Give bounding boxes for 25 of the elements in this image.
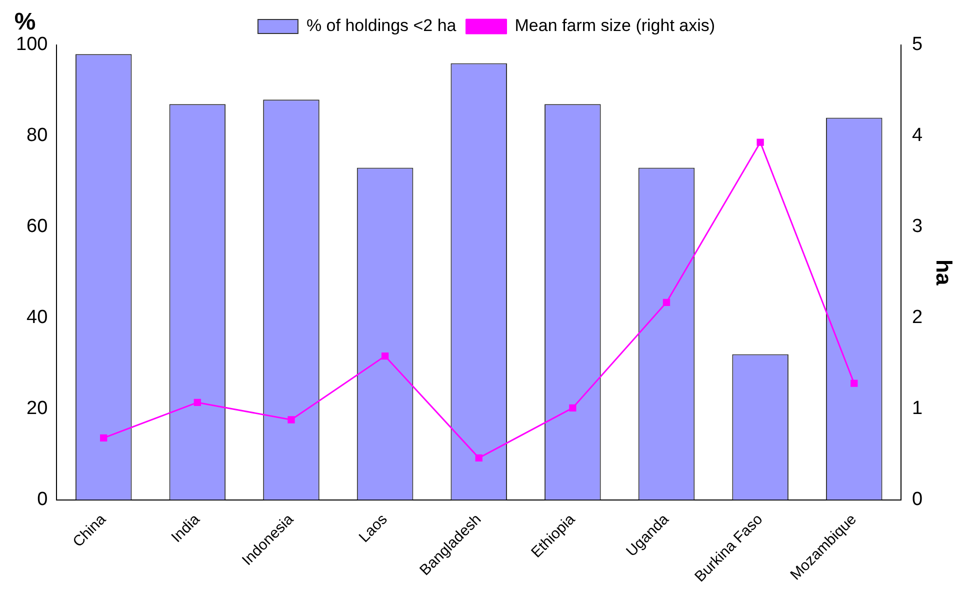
y2-tick-label: 4 bbox=[912, 125, 924, 146]
y-tick-label: 40 bbox=[26, 307, 48, 328]
y2-tick-label: 0 bbox=[912, 489, 923, 510]
y2-axis-title: ha bbox=[932, 260, 957, 286]
point bbox=[475, 454, 482, 462]
point bbox=[100, 434, 108, 442]
y-tick-label: 80 bbox=[26, 125, 48, 146]
y2-tick-label: 1 bbox=[912, 398, 923, 420]
point bbox=[381, 352, 389, 360]
y-tick-label: 0 bbox=[37, 489, 48, 510]
point bbox=[662, 298, 670, 306]
point bbox=[756, 138, 764, 146]
y2-tick-label: 2 bbox=[912, 307, 923, 328]
y2-tick-label: 5 bbox=[912, 34, 923, 56]
y2-tick-label: 3 bbox=[912, 216, 923, 238]
point bbox=[569, 404, 576, 412]
point bbox=[850, 380, 858, 387]
legend-label: Mean farm size (right axis) bbox=[514, 16, 716, 36]
y-tick-label: 100 bbox=[16, 34, 48, 56]
point bbox=[194, 398, 201, 406]
y-tick-label: 60 bbox=[26, 216, 48, 238]
y-tick-label: 20 bbox=[26, 398, 48, 420]
point bbox=[288, 416, 295, 424]
legend-label: % of holdings <2 ha bbox=[306, 16, 457, 36]
y-axis-title: % bbox=[14, 8, 36, 36]
